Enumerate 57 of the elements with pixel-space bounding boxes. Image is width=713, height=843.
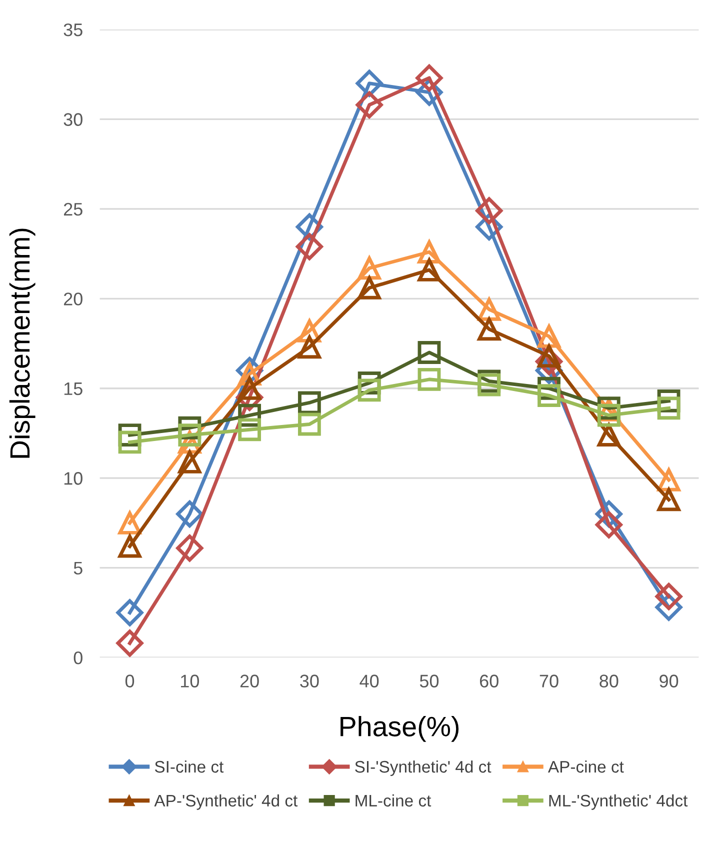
point: [416, 64, 443, 92]
point: [298, 412, 321, 436]
x-tick-label: 0: [125, 674, 134, 688]
legend-label: AP-cine ct: [548, 760, 624, 773]
x-tick-label: 50: [420, 674, 439, 688]
y-tick-label: 0: [74, 651, 82, 664]
legend-label: SI-'Synthetic' 4d ct: [355, 760, 492, 776]
point: [476, 197, 503, 224]
point: [356, 91, 383, 118]
point: [418, 341, 441, 364]
x-axis-title: Phase(%): [340, 716, 459, 742]
y-tick-label: 5: [74, 562, 82, 575]
point: [118, 430, 142, 454]
point: [538, 384, 560, 408]
point: [595, 511, 622, 538]
point: [178, 424, 202, 446]
x-tick-label: 30: [300, 674, 319, 688]
point: [358, 256, 381, 280]
legend-label: ML-cine ct: [356, 794, 432, 807]
point: [657, 488, 680, 512]
y-tick-label: 10: [64, 472, 82, 485]
y-tick-label: 30: [64, 113, 82, 126]
point: [176, 534, 204, 562]
point: [358, 378, 381, 402]
point: [657, 396, 680, 420]
point: [118, 534, 142, 558]
point: [418, 258, 441, 282]
x-tick-label: 60: [480, 674, 498, 688]
legend-label: AP-'Synthetic' 4d ct: [154, 794, 298, 810]
x-tick-label: 90: [660, 674, 678, 688]
x-tick-label: 10: [180, 674, 199, 688]
point: [655, 583, 682, 610]
point: [298, 336, 321, 359]
y-tick-label: 15: [64, 382, 82, 396]
x-tick-label: 40: [360, 674, 379, 688]
point: [478, 373, 501, 396]
point: [178, 450, 202, 474]
point: [116, 630, 144, 657]
point: [296, 233, 323, 260]
y-tick-label: 20: [64, 292, 82, 306]
x-tick-label: 80: [600, 674, 618, 688]
x-tick-label: 70: [540, 674, 558, 688]
point: [358, 276, 381, 300]
legend-label: ML-'Synthetic' 4dct: [549, 794, 688, 810]
y-tick-label: 25: [64, 202, 82, 216]
point: [116, 599, 144, 626]
point: [538, 324, 560, 348]
y-axis-title: Displacement(mm): [9, 228, 36, 458]
x-tick-label: 20: [240, 674, 259, 688]
y-tick-label: 35: [64, 23, 82, 36]
point: [356, 70, 383, 97]
point: [238, 418, 262, 442]
point: [298, 391, 321, 414]
point: [176, 500, 204, 528]
point: [478, 318, 501, 341]
legend-label: SI-cine ct: [154, 760, 224, 773]
point: [418, 368, 441, 391]
